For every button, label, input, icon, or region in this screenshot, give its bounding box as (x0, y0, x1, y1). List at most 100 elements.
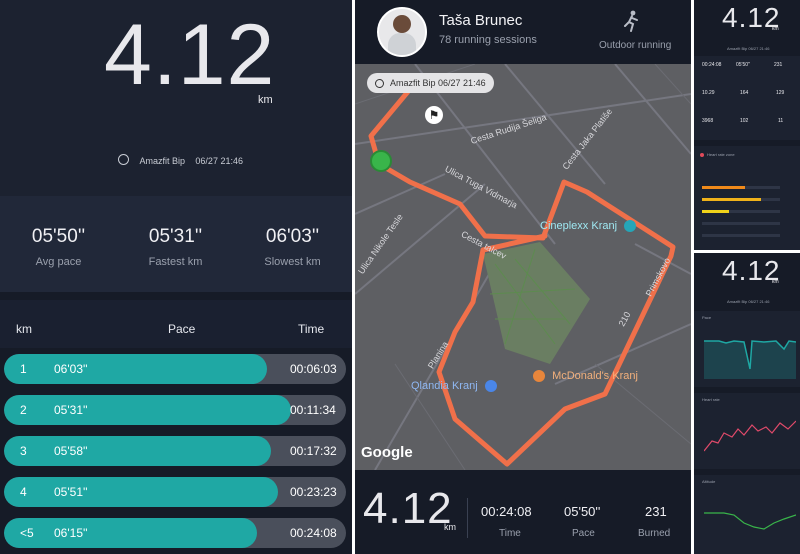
zone-bar (702, 198, 780, 201)
activity-type: Outdoor running (599, 40, 672, 51)
heart-rate-chart-card: Heart rate (694, 393, 800, 469)
mini-stat: 3968 (702, 118, 714, 124)
split-bar (4, 395, 292, 425)
mini-distance: 4.12 (722, 2, 781, 33)
divider (467, 498, 468, 538)
mini-stat: 10.29 (702, 90, 715, 96)
split-bar (4, 436, 271, 466)
split-km: 4 (20, 485, 27, 499)
split-km: 3 (20, 444, 27, 458)
zone-bar (702, 186, 780, 189)
profile-name: Taša Brunec (439, 12, 523, 29)
distance-hero: 4.12 km Amazfit Bip 06/27 21:46 (0, 0, 352, 196)
zone-bar (702, 222, 780, 225)
distance-value: 4.12 (104, 7, 276, 103)
slowest-km-value: 06'03'' (265, 226, 320, 247)
hr-chart-title: Heart rate (702, 397, 720, 402)
zone-bar (702, 210, 780, 213)
split-time: 00:23:23 (290, 485, 337, 499)
watch-icon (118, 154, 129, 166)
split-bar (4, 518, 258, 548)
mini-stat: 102 (740, 118, 749, 124)
poi-cineplexx[interactable]: Cineplexx Kranj (540, 220, 637, 233)
map-badge-text: Amazfit Bip 06/27 21:46 (390, 78, 486, 88)
split-time: 00:24:08 (290, 526, 337, 540)
mini-unit: km (772, 26, 779, 32)
mini-distance: 4.12 (722, 255, 781, 286)
slowest-km-stat: 06'03'' Slowest km (234, 196, 351, 268)
pace-chart-card: Pace (694, 311, 800, 387)
pace-chart-title: Pace (702, 315, 712, 320)
split-pace: 06'15'' (54, 526, 88, 540)
distance-unit: km (258, 94, 273, 106)
split-pace: 05'31'' (54, 403, 88, 417)
mini-stat: 129 (776, 90, 785, 96)
split-row[interactable]: 4 05'51'' 00:23:23 (4, 477, 346, 507)
hr-zone-card: Heart rate zone (694, 146, 800, 250)
split-row[interactable]: <5 06'15'' 00:24:08 (4, 518, 346, 548)
bottom-time: 00:24:08 (481, 504, 532, 519)
split-km: <5 (20, 526, 34, 540)
split-time: 00:06:03 (290, 362, 337, 376)
profile-sessions: 78 running sessions (439, 34, 537, 46)
bottom-stats: 4.12 km 00:24:08 Time 05'50'' Pace 231 B… (355, 470, 691, 554)
altitude-chart-title: Altitude (702, 479, 716, 484)
poi-label: Cineplexx Kranj (540, 220, 618, 232)
split-pace: 05'58'' (54, 444, 88, 458)
heart-icon (700, 153, 704, 157)
poi-label: McDonald's Kranj (552, 370, 638, 382)
device-row: Amazfit Bip 06/27 21:46 (118, 151, 243, 169)
split-time: 00:11:34 (290, 403, 336, 417)
map-panel: Taša Brunec 78 running sessions Outdoor … (355, 0, 691, 554)
pace-chart (704, 340, 796, 379)
bottom-time-label: Time (499, 528, 521, 539)
split-pace: 06'03'' (54, 362, 88, 376)
slowest-km-label: Slowest km (264, 256, 321, 268)
route-map[interactable]: Amazfit Bip 06/27 21:46 ⚑ Cesta Rudija Š… (355, 64, 691, 470)
fastest-km-value: 05'31'' (148, 226, 203, 247)
split-row[interactable]: 3 05'58'' 00:17:32 (4, 436, 346, 466)
zone-bar (702, 234, 780, 237)
poi-qlandia[interactable]: Qlandia Kranj (411, 380, 497, 393)
avg-pace-stat: 05'50'' Avg pace (0, 196, 117, 268)
mini-stat: 00:24:08 (702, 62, 722, 68)
map-device-badge: Amazfit Bip 06/27 21:46 (367, 73, 494, 93)
zone-fill (702, 186, 745, 189)
start-marker-icon[interactable] (370, 150, 392, 172)
finish-flag-icon[interactable]: ⚑ (425, 106, 443, 124)
summary-panel: 4.12 km Amazfit Bip 06/27 21:46 05'50'' … (0, 0, 352, 554)
split-row[interactable]: 2 05'31'' 00:11:34 (4, 395, 346, 425)
google-logo: Google (361, 444, 413, 461)
mini-device: Amazfit Bip 06/27 21:46 (727, 299, 770, 304)
mini-device: Amazfit Bip 06/27 21:46 (727, 46, 770, 51)
watch-icon (375, 79, 384, 89)
map-canvas (355, 64, 691, 470)
hr-zone-title: Heart rate zone (707, 152, 735, 157)
split-pace: 05'51'' (54, 485, 88, 499)
heart-rate-chart (704, 420, 796, 452)
split-time: 00:17:32 (290, 444, 337, 458)
altitude-chart (704, 512, 796, 530)
cinema-icon (624, 220, 637, 233)
zone-fill (702, 210, 730, 213)
col-km: km (16, 322, 32, 336)
split-km: 1 (20, 362, 27, 376)
altitude-chart-card: Altitude (694, 475, 800, 554)
mini-stat: 05'50'' (736, 62, 750, 68)
mini-stat-grid: 00:24:08 05'50'' 231 10.29 164 129 3968 … (694, 56, 800, 140)
poi-mcdonalds[interactable]: McDonald's Kranj (533, 370, 638, 383)
shopping-icon (484, 380, 497, 393)
restaurant-icon (533, 370, 545, 383)
split-bar (4, 354, 268, 384)
pace-stats: 05'50'' Avg pace 05'31'' Fastest km 06'0… (0, 196, 352, 292)
col-pace: Pace (168, 322, 196, 336)
avg-pace-label: Avg pace (35, 256, 82, 268)
bottom-burned: 231 (645, 504, 667, 519)
splits-header: km Pace Time (0, 300, 352, 348)
mini-stat: 231 (774, 62, 783, 68)
runner-icon (624, 10, 638, 32)
avatar[interactable] (377, 7, 427, 57)
split-row[interactable]: 1 06'03'' 00:06:03 (4, 354, 346, 384)
mini-summary-panel: 4.12 km Amazfit Bip 06/27 21:46 00:24:08… (694, 0, 800, 250)
device-datetime: 06/27 21:46 (195, 156, 243, 166)
